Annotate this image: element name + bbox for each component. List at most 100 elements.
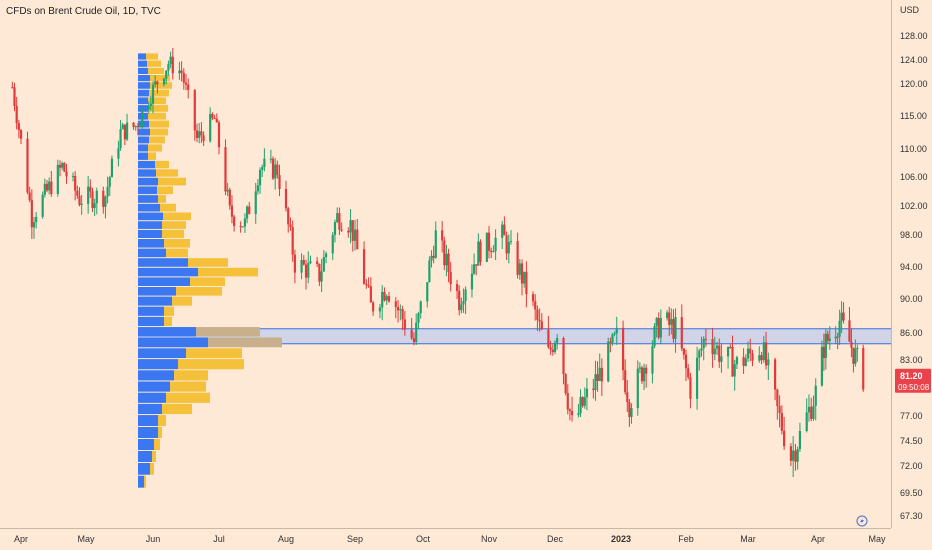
candle-body (180, 70, 183, 73)
candle-body (307, 263, 310, 278)
candle-body (434, 230, 437, 258)
price-tick-label: 94.00 (900, 262, 923, 272)
candle-body (41, 194, 44, 217)
candle-body (19, 129, 23, 139)
volume-profile-sell-bar (154, 439, 160, 450)
candle-body (628, 402, 631, 417)
candle-body (826, 333, 829, 341)
candle-body (455, 284, 459, 291)
candle-body (585, 388, 589, 398)
candle-body (824, 333, 827, 358)
volume-profile-buy-bar (138, 53, 146, 60)
candle-body (767, 359, 770, 366)
candle-body (302, 260, 305, 265)
volume-profile-buy-bar (138, 105, 148, 112)
candle-body (621, 327, 625, 371)
volume-profile-sell-bar (148, 152, 156, 160)
candle-body (642, 367, 646, 382)
candle-body (351, 220, 354, 241)
volume-profile-buy-bar (138, 136, 149, 144)
candle-body (796, 449, 799, 462)
time-tick-label: May (77, 534, 95, 544)
candle-body (93, 203, 96, 208)
candle-body (854, 348, 857, 364)
volume-profile-buy-bar (138, 337, 208, 348)
candle-body (744, 358, 747, 366)
candle-body (233, 216, 236, 226)
candle-body (11, 87, 14, 89)
volume-profile-sell-bar (164, 239, 190, 248)
candle-body (820, 346, 824, 386)
candle-body (269, 158, 272, 160)
candle-body (838, 320, 841, 337)
candle-body (695, 357, 699, 399)
last-price-value: 81.20 (900, 371, 923, 381)
candle-body (349, 220, 352, 233)
candle-body (814, 385, 817, 406)
volume-profile-sell-bar (144, 475, 146, 488)
candle-body (807, 406, 811, 413)
candle-body (449, 272, 452, 285)
candle-body (862, 348, 865, 390)
candle-body (106, 186, 109, 197)
candle-body (516, 241, 519, 275)
volume-profile-buy-bar (138, 287, 176, 296)
candle-body (566, 392, 569, 410)
time-tick-label: May (868, 534, 886, 544)
candle-body (600, 367, 603, 382)
candle-body (798, 431, 802, 450)
candle-body (583, 397, 586, 406)
volume-profile-sell-bar (186, 348, 242, 359)
volume-profile-sell-bar (150, 75, 170, 82)
chart-title: CFDs on Brent Crude Oil, 1D, TVC (6, 6, 161, 17)
candle-body (276, 164, 279, 176)
candle-body (289, 224, 292, 228)
time-tick-label: Jul (213, 534, 225, 544)
volume-profile-sell-bar (178, 359, 244, 370)
volume-profile-sell-bar (198, 267, 258, 277)
candle-body (258, 169, 262, 186)
candle-body (441, 230, 444, 241)
candle-body (248, 206, 251, 214)
volume-profile-buy-bar (138, 195, 158, 203)
lightning-icon[interactable] (856, 515, 868, 527)
candle-body (293, 254, 297, 273)
candle-body (403, 319, 406, 330)
candle-body (507, 241, 510, 254)
price-tick-label: 110.00 (900, 144, 927, 154)
candle-body (149, 103, 152, 107)
candle-body (549, 347, 552, 350)
volume-profile-buy-bar (138, 169, 156, 177)
volume-profile-buy-bar (138, 67, 148, 74)
candle-body (810, 406, 813, 419)
candle-body (783, 430, 786, 447)
candle-body (169, 56, 172, 65)
candle-body (87, 186, 90, 204)
candle-body (475, 264, 478, 266)
candle-body (538, 319, 541, 322)
candle-body (17, 123, 20, 130)
candle-body (523, 271, 526, 284)
time-tick-label: Nov (481, 534, 498, 544)
volume-profile-sell-bar (176, 287, 222, 296)
candle-body (230, 205, 234, 217)
candlestick-series (11, 48, 865, 478)
candle-body (132, 122, 135, 127)
volume-profile-buy-bar (138, 177, 158, 186)
candle-body (362, 249, 366, 284)
candle-body (509, 241, 513, 243)
volume-profile-sell-bar (148, 105, 168, 112)
candle-body (65, 171, 68, 177)
candle-body (200, 131, 203, 136)
candle-body (15, 105, 18, 124)
time-axis[interactable]: Apr May Jun Jul Aug Sep Oct Nov Dec 2023 Feb Mar Apr… (14, 534, 886, 544)
price-tick-label: 67.30 (900, 511, 923, 521)
candle-body (61, 163, 64, 168)
price-tick-label: 72.00 (900, 461, 923, 471)
candle-body (598, 367, 601, 381)
candle-body (718, 345, 721, 362)
candle-body (78, 195, 81, 205)
candle-body (254, 191, 257, 214)
volume-profile-sell-bar (162, 221, 186, 229)
